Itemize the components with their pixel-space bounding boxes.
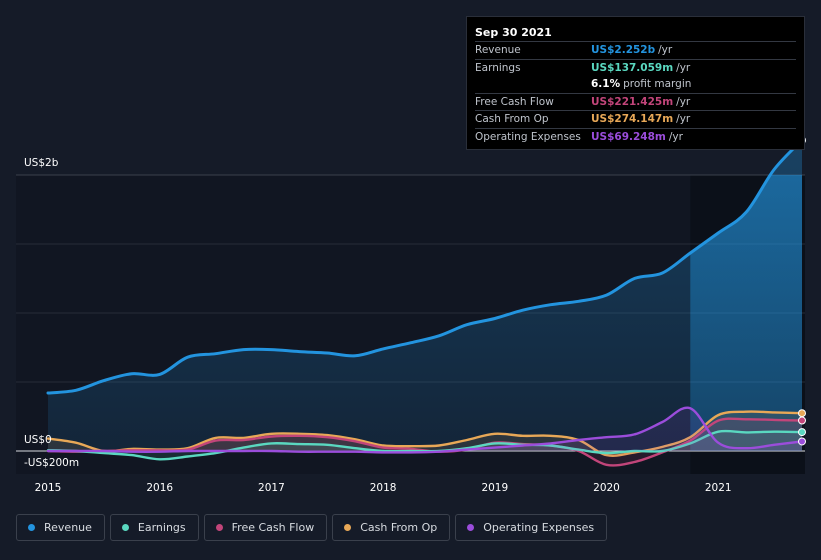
operating_expenses-area xyxy=(48,407,802,453)
legend-item-free-cash-flow[interactable]: Free Cash Flow xyxy=(203,514,328,541)
legend-item-earnings[interactable]: Earnings xyxy=(109,514,199,541)
y-tick-label: US$0 xyxy=(24,434,52,446)
tooltip-row: 6.1% profit margin xyxy=(475,76,796,93)
x-tick-label: 2020 xyxy=(593,482,620,494)
tooltip-value: US$69.248m xyxy=(591,130,666,143)
legend-label: Revenue xyxy=(44,521,92,534)
tooltip-value: 6.1% xyxy=(591,78,621,91)
tooltip-unit: /yr xyxy=(676,61,691,74)
y-tick-label: US$2b xyxy=(24,157,59,169)
revenue-area xyxy=(48,140,802,451)
tooltip-label: Cash From Op xyxy=(475,113,549,126)
operating_expenses-line xyxy=(46,406,804,454)
legend-item-cash-from-op[interactable]: Cash From Op xyxy=(332,514,451,541)
financials-chart: US$2b US$0 -US$200m 2015 2016 2017 2018 2019 202… xyxy=(16,136,806,494)
chart-legend: Revenue Earnings Free Cash Flow Cash From O… xyxy=(16,514,608,541)
tooltip-unit: /yr xyxy=(668,130,683,143)
tooltip-row: Revenue US$2.252b/yr xyxy=(475,41,796,59)
cash_from_op-area xyxy=(48,411,802,456)
legend-label: Operating Expenses xyxy=(483,521,595,534)
cash_from_op-end-point xyxy=(798,409,806,418)
cash-from-op-dot-icon xyxy=(344,524,352,531)
data-tooltip: Sep 30 2021 Revenue US$2.252b/yr Earnings U… xyxy=(466,16,805,150)
tooltip-row: Free Cash Flow US$221.425m/yr xyxy=(475,92,796,111)
x-tick-label: 2016 xyxy=(146,482,173,494)
x-tick-label: 2017 xyxy=(258,482,285,494)
legend-label: Free Cash Flow xyxy=(231,521,315,534)
legend-item-operating-expenses[interactable]: Operating Expenses xyxy=(455,514,608,541)
tooltip-label: Earnings xyxy=(475,61,521,74)
tooltip-label: Operating Expenses xyxy=(475,130,581,143)
tooltip-date: Sep 30 2021 xyxy=(475,26,552,39)
legend-item-revenue[interactable]: Revenue xyxy=(16,514,105,541)
tooltip-label: Revenue xyxy=(475,44,521,57)
tooltip-label: Free Cash Flow xyxy=(475,95,554,108)
tooltip-unit: /yr xyxy=(676,113,691,126)
legend-label: Earnings xyxy=(137,521,186,534)
revenue-line xyxy=(46,138,804,395)
free_cash_flow-end-point xyxy=(798,416,806,425)
tooltip-unit: /yr xyxy=(676,95,691,108)
free-cash-flow-dot-icon xyxy=(215,524,223,531)
tooltip-value: US$137.059m xyxy=(591,61,674,74)
tooltip-row: Cash From Op US$274.147m/yr xyxy=(475,110,796,128)
legend-label: Cash From Op xyxy=(360,521,438,534)
tooltip-row: Operating Expenses US$69.248m/yr xyxy=(475,127,796,146)
operating-expenses-dot-icon xyxy=(467,524,475,531)
earnings-dot-icon xyxy=(121,524,129,531)
tooltip-value: US$274.147m xyxy=(591,113,674,126)
x-tick-label: 2021 xyxy=(705,482,732,494)
x-tick-label: 2015 xyxy=(35,482,62,494)
tooltip-row: Earnings US$137.059m/yr xyxy=(475,58,796,77)
earnings-end-point xyxy=(798,428,806,437)
tooltip-value: US$2.252b xyxy=(591,44,656,57)
tooltip-unit: /yr xyxy=(658,44,673,57)
x-tick-label: 2018 xyxy=(370,482,397,494)
revenue-area-highlight xyxy=(690,175,802,451)
x-tick-label: 2019 xyxy=(481,482,508,494)
tooltip-unit: profit margin xyxy=(623,78,692,91)
y-tick-label: -US$200m xyxy=(24,457,79,469)
operating_expenses-end-point xyxy=(798,437,806,446)
revenue-dot-icon xyxy=(28,524,35,531)
tooltip-value: US$221.425m xyxy=(591,95,674,108)
